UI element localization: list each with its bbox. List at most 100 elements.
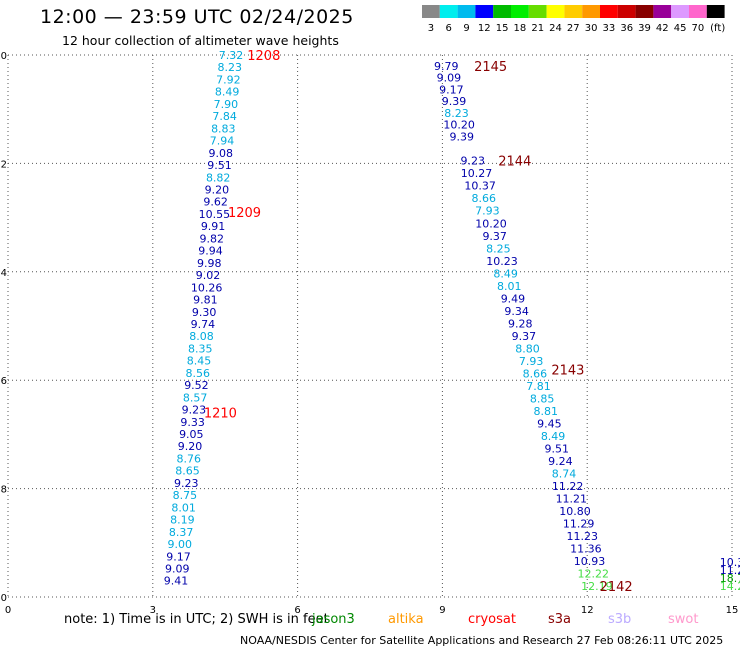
wave-height-value: 9.51 — [207, 159, 232, 172]
track-label: 1210 — [204, 407, 237, 422]
x-tick-label: 9 — [439, 605, 445, 616]
wave-height-value: 8.23 — [444, 107, 469, 120]
wave-height-value: 9.33 — [180, 416, 205, 429]
wave-height-value: 9.09 — [165, 563, 190, 576]
track-label: 1208 — [247, 49, 280, 64]
color-swatch — [689, 5, 707, 18]
wave-height-value: 9.62 — [203, 196, 228, 209]
wave-height-value: 8.49 — [541, 430, 566, 443]
wave-height-value: 9.20 — [205, 183, 230, 196]
color-scale-label: 30 — [585, 23, 598, 34]
wave-height-value: 10.20 — [475, 217, 507, 230]
wave-height-value: 9.24 — [548, 455, 573, 468]
wave-height-value: 8.25 — [486, 242, 511, 255]
wave-height-value: 9.81 — [193, 294, 218, 307]
y-tick-label: -38 — [0, 485, 7, 496]
wave-height-value: 8.23 — [217, 61, 242, 74]
wave-height-value: 10.26 — [191, 281, 223, 294]
wave-height-value: 7.94 — [210, 135, 235, 148]
wave-height-value: 10.20 — [443, 119, 475, 132]
page-title: 12:00 — 23:59 UTC 02/24/2025 — [40, 6, 354, 28]
color-scale-label: 6 — [446, 23, 452, 34]
color-scale-label: 15 — [496, 23, 509, 34]
wave-height-value: 18.7 — [720, 572, 740, 585]
color-scale-label: 45 — [674, 23, 687, 34]
wave-height-value: 7.81 — [526, 380, 551, 393]
track-label: 2143 — [551, 363, 584, 378]
color-swatch — [528, 5, 547, 18]
wave-height-value: 8.75 — [173, 489, 198, 502]
wave-height-value: 9.34 — [504, 305, 529, 318]
wave-height-value: 8.76 — [177, 452, 202, 465]
wave-height-value: 8.49 — [215, 86, 240, 99]
wave-height-value: 9.98 — [197, 257, 222, 270]
color-scale-label: 27 — [567, 23, 580, 34]
wave-height-value: 8.56 — [185, 367, 210, 380]
color-swatch — [617, 5, 636, 18]
color-scale-label: 12 — [478, 23, 491, 34]
x-tick-label: 0 — [5, 605, 11, 616]
wave-height-value: 8.35 — [188, 342, 213, 355]
wave-height-value: 9.94 — [198, 245, 223, 258]
wave-height-value: 9.23 — [461, 155, 486, 168]
wave-height-value: 12.19 — [581, 580, 613, 593]
color-swatch — [511, 5, 529, 18]
wave-height-value: 8.66 — [523, 367, 548, 380]
wave-height-value: 8.65 — [175, 465, 200, 478]
color-scale-label: 42 — [656, 23, 669, 34]
page-subtitle: 12 hour collection of altimeter wave hei… — [62, 33, 339, 48]
wave-height-value: 9.23 — [174, 477, 199, 490]
legend-item-s3a: s3a — [548, 612, 572, 627]
wave-height-value: 11.2 — [720, 564, 740, 577]
wave-height-value: 7.93 — [519, 355, 544, 368]
color-scale-label: 36 — [620, 23, 633, 34]
wave-height-value: 14.2 — [720, 580, 740, 593]
wave-height-value: 8.57 — [183, 391, 208, 404]
footnote: note: 1) Time is in UTC; 2) SWH is in fe… — [64, 612, 329, 627]
color-swatch — [493, 5, 511, 18]
wave-height-value: 8.80 — [515, 342, 540, 355]
track-label: 2144 — [498, 155, 531, 170]
wave-height-value: 9.74 — [191, 318, 216, 331]
color-scale-label: 3 — [428, 23, 434, 34]
color-swatch — [653, 5, 672, 18]
wave-height-value: 11.21 — [556, 493, 588, 506]
wave-height-value: 11.36 — [570, 543, 602, 556]
wave-height-value: 9.91 — [201, 220, 226, 233]
wave-height-value: 8.37 — [169, 526, 194, 539]
legend-item-s3b: s3b — [608, 612, 632, 627]
wave-height-value: 9.41 — [164, 575, 189, 588]
wave-height-value: 7.32 — [219, 49, 244, 62]
color-scale-legend: 3 6 9 12 15 18 21 24 27 30 33 36 39 42 45 70 (ft) — [422, 5, 725, 34]
wave-height-value: 7.93 — [475, 205, 500, 218]
y-tick-label: -36 — [0, 376, 7, 387]
color-scale-label: 39 — [638, 23, 651, 34]
y-tick-label: -40 — [0, 593, 7, 604]
wave-height-value: 9.52 — [184, 379, 209, 392]
wave-height-value: 8.19 — [170, 514, 195, 527]
wave-height-value: 9.08 — [209, 147, 234, 160]
wave-height-value: 9.79 — [434, 60, 459, 73]
wave-height-value: 9.00 — [168, 538, 193, 551]
color-swatch — [706, 5, 725, 18]
wave-height-value: 9.82 — [200, 232, 225, 245]
wave-height-value: 11.22 — [552, 480, 584, 493]
wave-height-value: 10.27 — [461, 167, 493, 180]
y-tick-label: -32 — [0, 159, 7, 170]
legend-item-jason3: jason3 — [312, 612, 355, 627]
y-tick-label: -34 — [0, 268, 7, 279]
wave-height-value: 8.74 — [552, 468, 577, 481]
wave-height-value: 9.30 — [192, 306, 217, 319]
wave-height-value: 8.01 — [497, 280, 522, 293]
color-swatch — [439, 5, 458, 18]
wave-height-value: 8.01 — [171, 501, 196, 514]
wave-height-value: 9.23 — [182, 404, 207, 417]
credit-line: NOAA/NESDIS Center for Satellite Applica… — [240, 634, 724, 647]
color-swatch — [635, 5, 654, 18]
wave-height-value: 9.49 — [501, 292, 526, 305]
wave-height-value: 9.37 — [512, 330, 537, 343]
wave-height-value: 9.17 — [439, 83, 464, 96]
wave-height-value: 9.28 — [508, 317, 533, 330]
legend-item-swot: swot — [668, 612, 699, 627]
